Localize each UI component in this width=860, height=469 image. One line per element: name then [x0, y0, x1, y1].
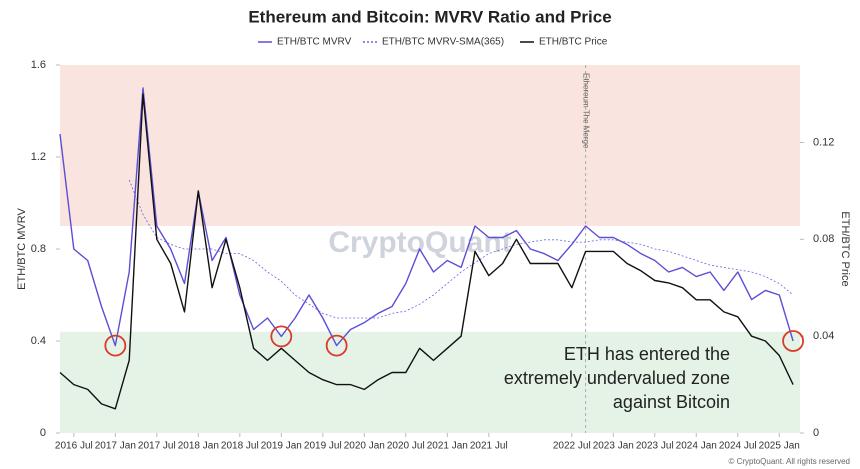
y2-tick-label: 0.08: [813, 233, 834, 245]
y2-tick-label: 0.04: [813, 330, 834, 342]
y-tick-label: 1.2: [31, 151, 46, 163]
event-label: Ethereum The Merge: [581, 73, 590, 149]
x-tick-label: 2024 Jan: [676, 441, 717, 452]
annotation: ETH has entered the: [564, 344, 730, 364]
x-tick-label: 2023 Jan: [593, 441, 634, 452]
series-line: [59, 93, 794, 410]
x-tick-label: 2019 Jan: [261, 441, 302, 452]
watermark: CryptoQuant: [328, 226, 511, 259]
x-tick-label: 2017 Jan: [95, 441, 136, 452]
highlight-circle: [270, 325, 293, 348]
highlight-circle: [325, 334, 348, 357]
legend-label: ETH/BTC Price: [539, 37, 608, 48]
x-tick-label: 2025 Jan: [759, 441, 800, 452]
series-line: [59, 87, 794, 347]
x-tick-label: 2016 Jul: [55, 441, 93, 452]
legend-label: ETH/BTC MVRV-SMA(365): [382, 37, 504, 48]
y2-tick-label: 0.12: [813, 136, 834, 148]
copyright: © CryptoQuant. All rights reserved: [729, 457, 851, 466]
x-tick-label: 2022 Jul: [553, 441, 591, 452]
x-tick-label: 2023 Jul: [636, 441, 674, 452]
annotation: against Bitcoin: [613, 392, 730, 412]
y-tick-label: 1.6: [31, 59, 46, 71]
annotation: extremely undervalued zone: [504, 368, 730, 388]
y-axis-label: ETH/BTC MVRV: [16, 207, 28, 289]
y-tick-label: 0: [40, 427, 46, 439]
zone: [60, 331, 800, 433]
x-tick-label: 2021 Jul: [470, 441, 508, 452]
series-line: [128, 179, 794, 319]
highlight-circle: [782, 330, 804, 352]
highlight-circle: [104, 334, 127, 357]
y2-tick-label: 0: [813, 427, 819, 439]
chart-title: Ethereum and Bitcoin: MVRV Ratio and Pri…: [248, 7, 611, 26]
x-tick-label: 2021 Jan: [427, 441, 468, 452]
x-tick-label: 2017 Jul: [138, 441, 176, 452]
x-tick-label: 2020 Jan: [344, 441, 385, 452]
x-tick-label: 2024 Jul: [719, 441, 757, 452]
legend-label: ETH/BTC MVRV: [277, 37, 352, 48]
x-tick-label: 2018 Jul: [221, 441, 259, 452]
y-tick-label: 0.8: [31, 243, 46, 255]
y2-axis-label: ETH/BTC Price: [839, 211, 851, 286]
x-tick-label: 2020 Jul: [387, 441, 425, 452]
x-tick-label: 2019 Jul: [304, 441, 342, 452]
x-tick-label: 2018 Jan: [178, 441, 219, 452]
y-tick-label: 0.4: [31, 335, 46, 347]
zone: [60, 65, 800, 226]
